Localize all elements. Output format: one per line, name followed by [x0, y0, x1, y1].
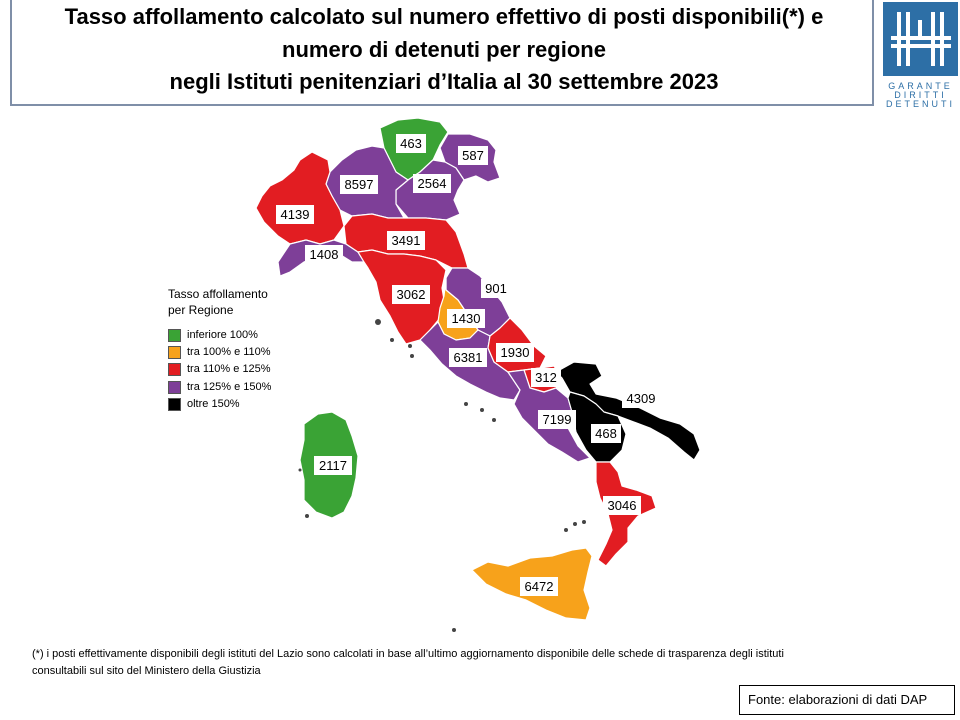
legend-swatch	[168, 346, 181, 359]
svg-text:6381: 6381	[454, 350, 483, 365]
label-piemonte: 4139	[276, 205, 314, 224]
svg-text:2117: 2117	[319, 458, 347, 473]
label-puglia: 4309	[622, 389, 660, 408]
legend-label: oltre 150%	[187, 398, 240, 410]
small-islands	[298, 319, 586, 632]
footnote-line-2: consultabili sul sito del Ministero dell…	[32, 665, 261, 677]
label-campania: 7199	[538, 410, 576, 429]
label-liguria: 1408	[305, 245, 343, 264]
svg-text:312: 312	[535, 370, 557, 385]
svg-text:6472: 6472	[525, 579, 554, 594]
label-calabria: 3046	[603, 496, 641, 515]
region-piemonte	[255, 151, 345, 245]
svg-text:1408: 1408	[310, 247, 339, 262]
legend-swatch	[168, 398, 181, 411]
label-trentino: 463	[396, 134, 426, 153]
logo-text-1: GARANTE	[888, 81, 953, 91]
source-box: Fonte: elaborazioni di dati DAP	[739, 685, 955, 715]
legend-label: tra 125% e 150%	[187, 381, 272, 393]
value-labels: 463 8597 2564 587 4139 1408 3491 3062 90…	[276, 134, 660, 596]
svg-text:468: 468	[595, 426, 617, 441]
svg-text:1930: 1930	[501, 345, 530, 360]
label-friuli: 587	[458, 146, 488, 165]
svg-text:4309: 4309	[627, 391, 656, 406]
title-line-3: negli Istituti penitenziari d’Italia al …	[169, 69, 719, 94]
garante-logo: GARANTE DIRITTI DETENUTI	[883, 2, 958, 109]
legend-swatch	[168, 363, 181, 376]
svg-text:4139: 4139	[281, 207, 310, 222]
svg-text:1430: 1430	[452, 311, 481, 326]
svg-text:7199: 7199	[543, 412, 572, 427]
legend-title-1: Tasso affollamento	[168, 287, 268, 301]
label-abruzzo: 1930	[496, 343, 534, 362]
svg-text:3491: 3491	[392, 233, 421, 248]
legend-label: inferiore 100%	[187, 329, 258, 341]
legend-swatch	[168, 381, 181, 394]
legend-swatch	[168, 329, 181, 342]
svg-text:463: 463	[400, 136, 422, 151]
svg-text:2564: 2564	[418, 176, 447, 191]
label-marche: 901	[481, 279, 511, 298]
label-umbria: 1430	[447, 309, 485, 328]
logo-mark-icon	[883, 2, 958, 76]
legend-label: tra 100% e 110%	[187, 346, 271, 358]
label-toscana: 3062	[392, 285, 430, 304]
label-molise: 312	[531, 368, 561, 387]
logo-text-3: DETENUTI	[886, 99, 955, 109]
label-lombardia: 8597	[340, 175, 378, 194]
label-emilia: 3491	[387, 231, 425, 250]
svg-text:901: 901	[485, 281, 507, 296]
footnote: (*) i posti effettivamente disponibili d…	[32, 646, 932, 680]
logo-text-2: DIRITTI	[894, 90, 947, 100]
italy-map: 463 8597 2564 587 4139 1408 3491 3062 90…	[255, 117, 701, 632]
svg-text:3062: 3062	[397, 287, 426, 302]
title-line-2: numero di detenuti per regione	[282, 37, 606, 62]
svg-text:8597: 8597	[345, 177, 374, 192]
label-sicilia: 6472	[520, 577, 558, 596]
title-box: Tasso affollamento calcolato sul numero …	[10, 0, 874, 106]
label-sardegna: 2117	[314, 456, 352, 475]
legend-label: tra 110% e 125%	[187, 363, 271, 375]
legend-title-2: per Regione	[168, 303, 234, 317]
footnote-line-1: (*) i posti effettivamente disponibili d…	[32, 648, 784, 660]
label-basilicata: 468	[591, 424, 621, 443]
svg-text:3046: 3046	[608, 498, 637, 513]
label-lazio: 6381	[449, 348, 487, 367]
label-veneto: 2564	[413, 174, 451, 193]
svg-text:587: 587	[462, 148, 484, 163]
title-line-1: Tasso affollamento calcolato sul numero …	[64, 4, 824, 29]
